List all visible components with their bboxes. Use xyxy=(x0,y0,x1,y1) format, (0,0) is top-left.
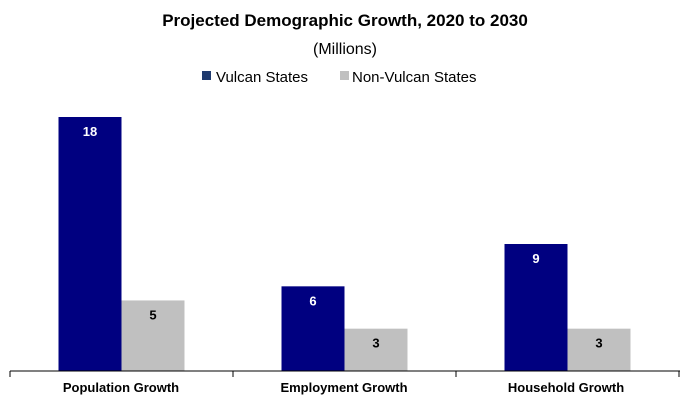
data-label-vulcan-0: 18 xyxy=(83,124,97,139)
chart-subtitle: (Millions) xyxy=(313,41,377,58)
x-axis: Population Growth Employment Growth Hous… xyxy=(9,370,680,395)
bars-group xyxy=(58,117,631,371)
legend-swatch-vulcan xyxy=(202,71,211,80)
legend-label-vulcan: Vulcan States xyxy=(216,69,308,86)
bar-non-vulcan-0 xyxy=(121,300,185,371)
bar-vulcan-1 xyxy=(281,286,345,371)
data-labels-group: 18 5 6 3 9 3 xyxy=(83,124,603,351)
legend-label-non-vulcan: Non-Vulcan States xyxy=(352,69,477,86)
x-tick-label: Population Growth xyxy=(63,380,179,395)
bar-non-vulcan-1 xyxy=(344,328,408,371)
x-tick-label: Household Growth xyxy=(508,380,624,395)
x-tick-label: Employment Growth xyxy=(280,380,407,395)
data-label-vulcan-2: 9 xyxy=(532,251,539,266)
data-label-non-vulcan-1: 3 xyxy=(372,336,379,351)
data-label-vulcan-1: 6 xyxy=(309,293,316,308)
data-label-non-vulcan-2: 3 xyxy=(595,336,602,351)
chart-title: Projected Demographic Growth, 2020 to 20… xyxy=(162,11,528,30)
bar-vulcan-0 xyxy=(58,117,122,371)
legend: Vulcan States Non-Vulcan States xyxy=(202,69,477,86)
bar-non-vulcan-2 xyxy=(567,328,631,371)
bar-vulcan-2 xyxy=(504,244,568,371)
legend-swatch-non-vulcan xyxy=(340,71,349,80)
data-label-non-vulcan-0: 5 xyxy=(149,307,156,322)
